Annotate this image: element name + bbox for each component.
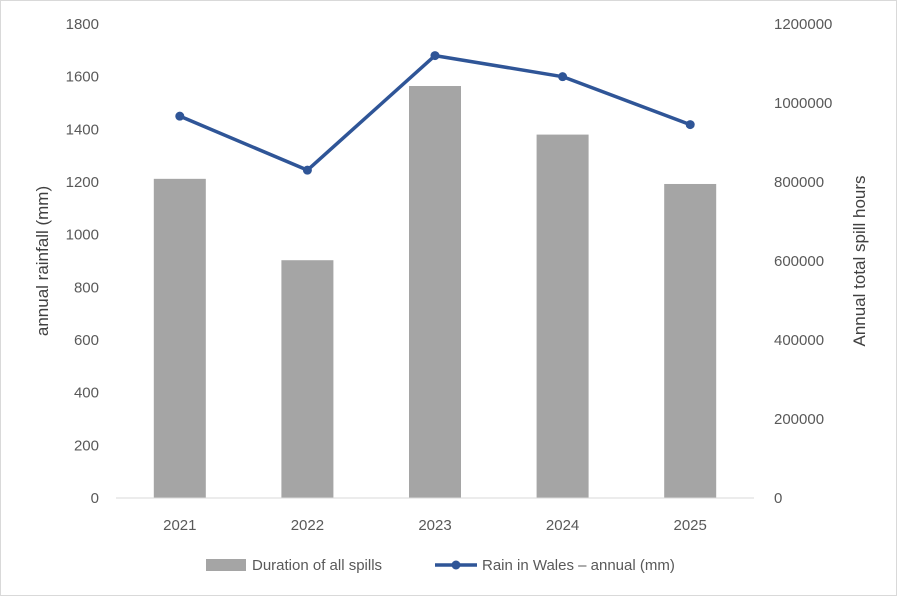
rain-point-2024 [558,72,568,82]
line-layer [175,51,695,175]
x-tick-label: 2021 [163,517,196,534]
left-tick-label: 1000 [66,227,99,244]
left-tick-label: 1600 [66,69,99,86]
x-axis-ticks: 2021 2022 2023 2024 2025 [163,517,707,534]
right-tick-label: 200000 [774,411,824,428]
right-axis-title: Annual total spill hours [850,175,869,346]
x-tick-label: 2022 [291,517,324,534]
legend-line-label: Rain in Wales – annual (mm) [482,557,675,574]
rain-point-2022 [302,165,312,175]
right-tick-label: 0 [774,490,782,507]
left-tick-label: 0 [91,490,99,507]
x-tick-label: 2025 [674,517,707,534]
legend-line-marker [451,560,461,570]
bar-2022 [281,260,334,498]
right-tick-label: 1000000 [774,95,832,112]
rain-point-2025 [685,120,695,130]
legend-bar-swatch [206,559,246,571]
bar-2023 [409,86,461,498]
right-tick-label: 800000 [774,174,824,191]
left-tick-label: 1400 [66,121,99,138]
legend: Duration of all spills Rain in Wales – an… [206,557,675,574]
left-tick-label: 1800 [66,16,99,33]
left-tick-label: 1200 [66,174,99,191]
right-tick-label: 400000 [774,332,824,349]
left-tick-label: 600 [74,332,99,349]
left-axis-ticks: 0 200 400 600 800 1000 1200 1400 1600 1800 [66,16,99,507]
bar-2021 [153,178,206,498]
x-tick-label: 2024 [546,517,579,534]
rain-point-2023 [430,51,440,61]
right-tick-label: 600000 [774,253,824,270]
left-axis-title: annual rainfall (mm) [33,186,52,336]
left-tick-label: 400 [74,385,99,402]
bar-2025 [664,183,717,498]
right-tick-label: 1200000 [774,16,832,33]
left-tick-label: 200 [74,437,99,454]
bar-2024 [536,134,589,498]
bars-layer [153,86,717,498]
right-axis-ticks: 0 200000 400000 600000 800000 1000000 1200000 [774,16,832,507]
x-tick-label: 2023 [418,517,451,534]
rain-point-2021 [175,111,185,121]
legend-bar-label: Duration of all spills [252,557,382,574]
left-tick-label: 800 [74,279,99,296]
